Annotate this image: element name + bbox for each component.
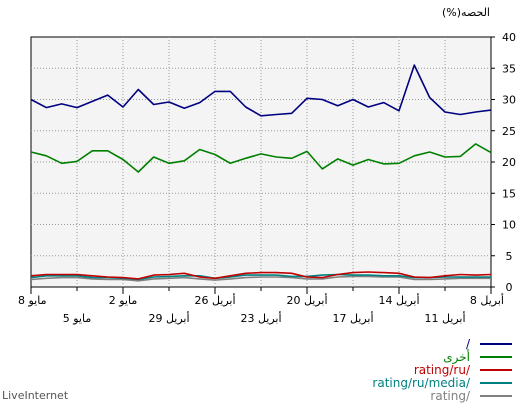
series-line: [30, 64, 492, 117]
legend-entry-label: rating/ru/media/: [372, 376, 471, 390]
x-tick-label: 23 أبريل: [240, 311, 281, 325]
series-line: [30, 143, 492, 173]
x-axis: 8 مايو 2 مايو 26 أبريل 20 أبريل 14 أبريل 8 أب…: [18, 287, 504, 325]
y-axis-title: (%)الحصه: [442, 6, 490, 19]
x-tick-label: 8 أبريل: [470, 293, 504, 307]
y-tick-label: 10: [502, 219, 516, 232]
legend-entry-label: أخرى: [443, 349, 470, 365]
y-tick-label: 20: [502, 156, 516, 169]
y-tick-label: 15: [502, 187, 516, 200]
legend-entry-label: /: [466, 337, 471, 351]
y-tick-label: 40: [502, 31, 516, 44]
legend-entry-label: rating/ru/: [414, 363, 471, 377]
series-lines: [30, 64, 492, 282]
y-tick-label: 5: [506, 250, 513, 263]
x-tick-label: 2 مايو: [109, 294, 138, 307]
x-tick-label: 5 مايو: [63, 312, 92, 325]
x-tick-label: 29 أبريل: [148, 311, 189, 325]
x-tick-label: 17 أبريل: [332, 311, 373, 325]
legend-entry-label: rating/: [430, 389, 471, 403]
x-tick-label: 20 أبريل: [286, 293, 327, 307]
x-tick-label: 14 أبريل: [378, 293, 419, 307]
x-tick-label: 8 مايو: [18, 294, 47, 307]
series-line: [30, 271, 492, 280]
series-line: [30, 275, 491, 282]
y-tick-label: 30: [502, 94, 516, 107]
plot-area: [30, 36, 492, 288]
y-axis: 0 5 10 15 20 25 30 35 40: [491, 31, 516, 294]
y-tick-label: 35: [502, 62, 516, 75]
y-tick-label: 25: [502, 125, 516, 138]
x-tick-label: 26 أبريل: [194, 293, 235, 307]
brand-label: LiveInternet: [2, 389, 69, 402]
y-tick-label: 0: [506, 281, 513, 294]
x-tick-label: 11 أبريل: [424, 311, 465, 325]
